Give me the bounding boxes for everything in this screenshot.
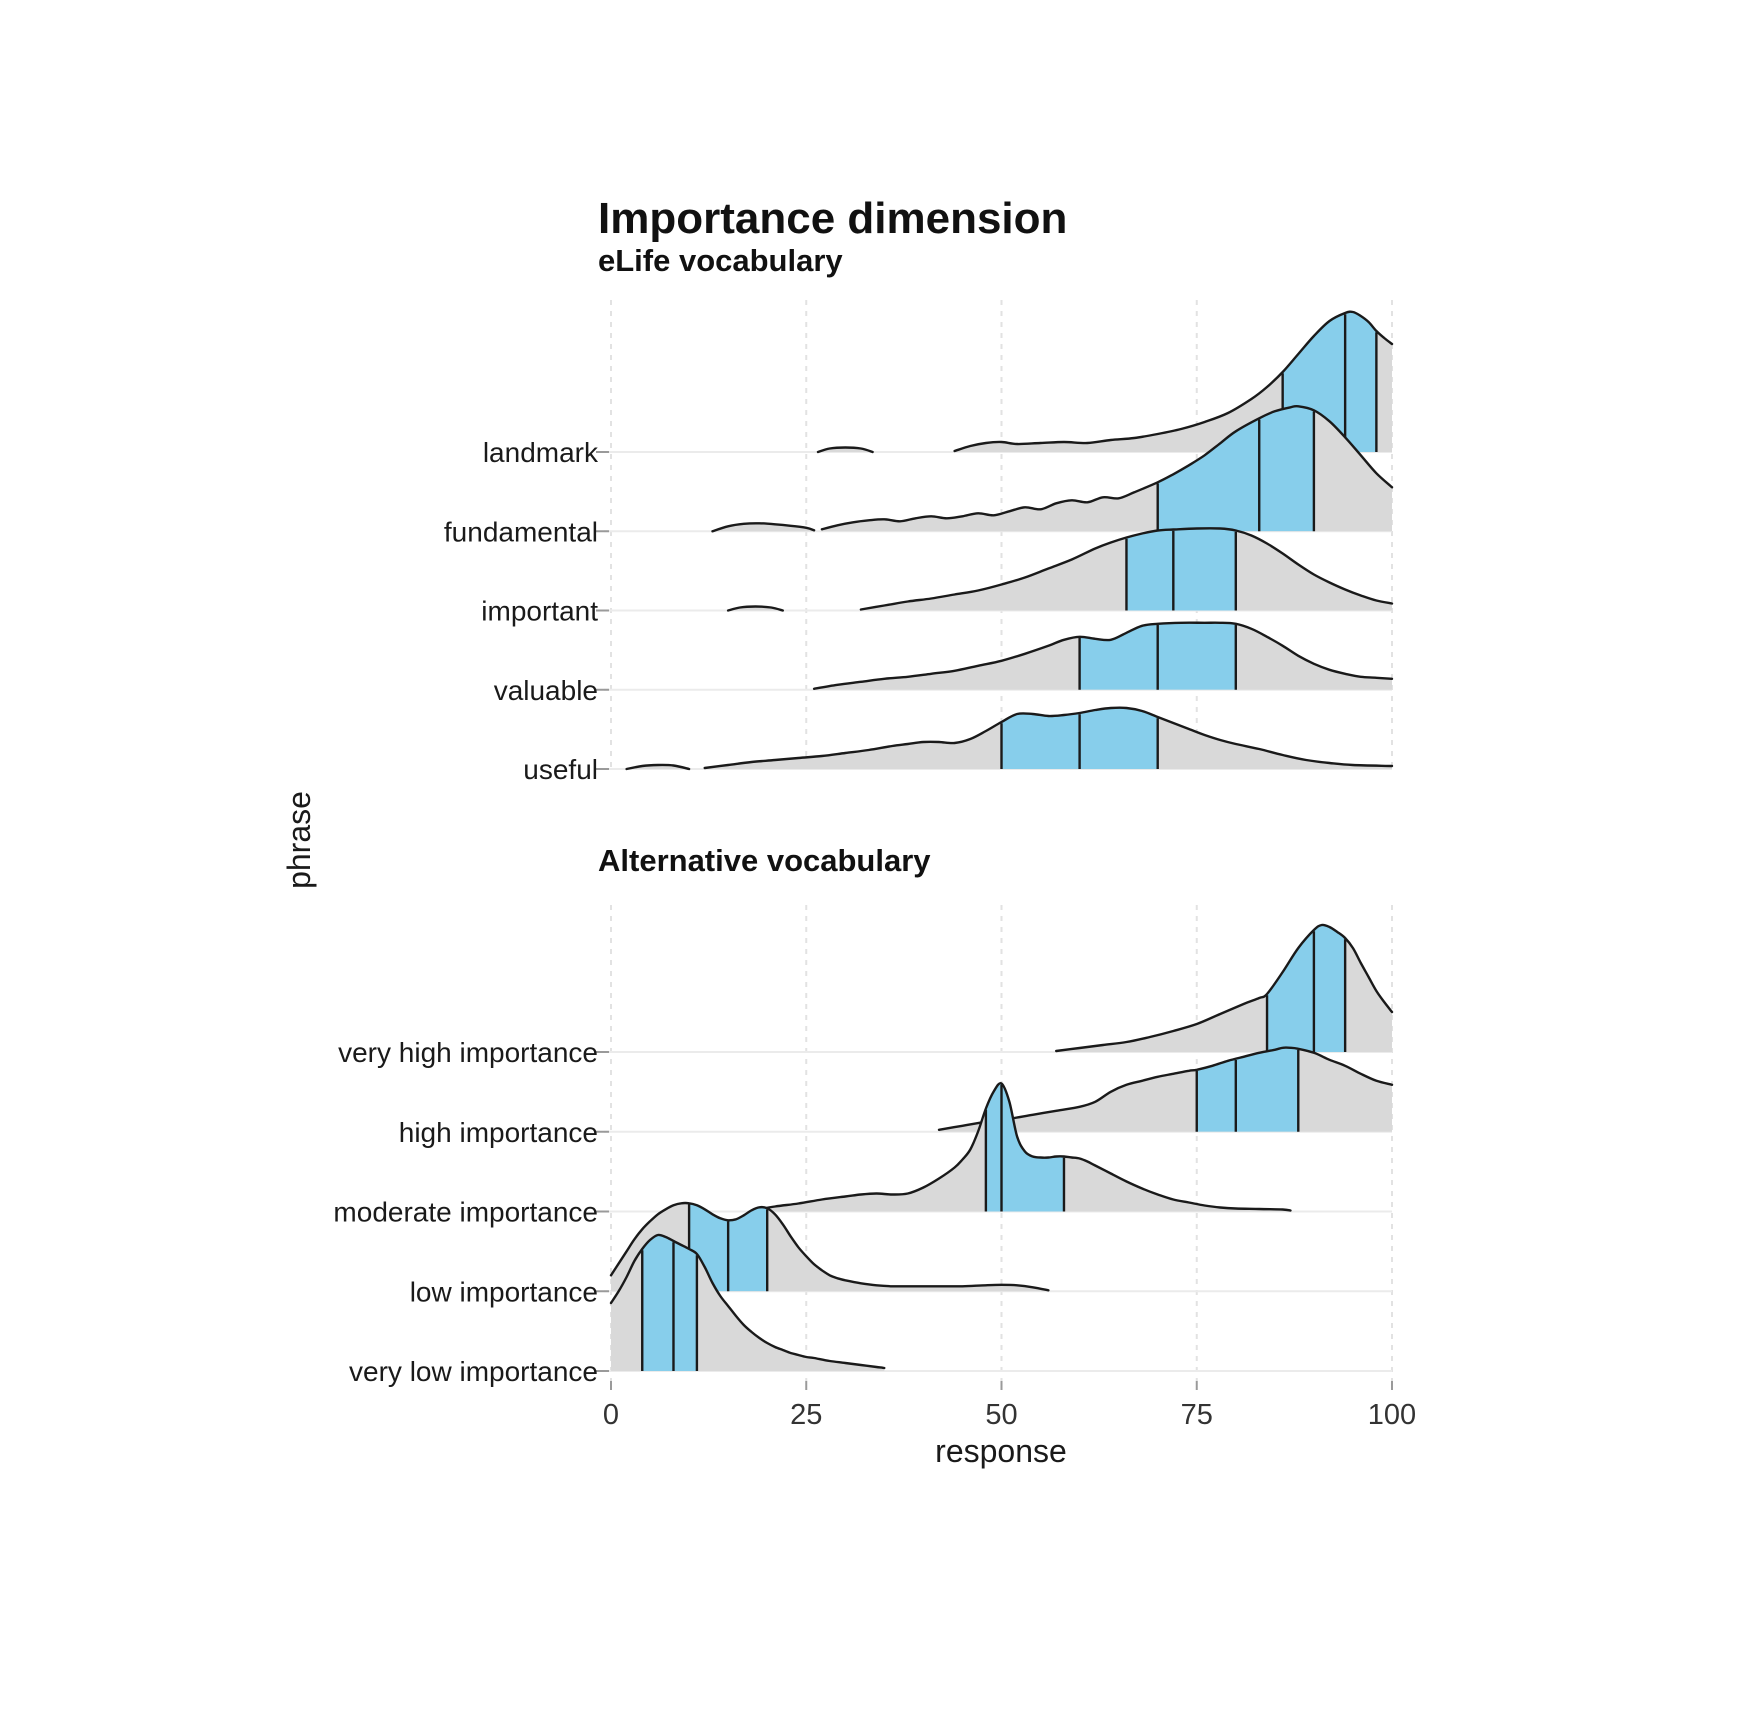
density-outline-high-importance bbox=[937, 1046, 1394, 1131]
row-label-important: important bbox=[481, 596, 598, 627]
panel-subtitle-alternative: Alternative vocabulary bbox=[598, 843, 931, 878]
density-outline-useful bbox=[625, 763, 691, 771]
row-label-very-low-importance: very low importance bbox=[349, 1356, 598, 1387]
row-label-high-importance: high importance bbox=[399, 1117, 598, 1148]
density-very-high-importance bbox=[1055, 923, 1394, 1053]
row-label-landmark: landmark bbox=[483, 437, 599, 468]
density-low-importance bbox=[609, 1201, 1050, 1292]
density-outline-low-importance bbox=[609, 1201, 1050, 1292]
density-outline-important bbox=[859, 527, 1394, 611]
iqr-band-moderate-importance bbox=[985, 1083, 1064, 1212]
x-tick-label-25: 25 bbox=[790, 1399, 822, 1431]
density-very-low-importance bbox=[609, 1233, 886, 1371]
density-important bbox=[726, 527, 1394, 612]
row-label-low-importance: low importance bbox=[410, 1276, 598, 1307]
x-tick-label-75: 75 bbox=[1181, 1399, 1213, 1431]
x-axis-title: response bbox=[935, 1433, 1067, 1469]
density-outline-important bbox=[726, 605, 784, 612]
density-outline-fundamental bbox=[711, 522, 816, 533]
density-fundamental bbox=[711, 404, 1394, 533]
density-outline-landmark bbox=[816, 446, 874, 454]
chart-title: Importance dimension bbox=[598, 194, 1067, 243]
densities bbox=[609, 310, 1394, 1371]
y-axis-title: phrase bbox=[281, 791, 317, 889]
row-label-moderate-importance: moderate importance bbox=[333, 1197, 598, 1228]
density-outline-very-high-importance bbox=[1055, 923, 1394, 1053]
density-outline-fundamental bbox=[820, 404, 1394, 531]
density-high-importance bbox=[937, 1046, 1394, 1132]
density-outline-moderate-importance bbox=[750, 1082, 1292, 1212]
density-outline-very-low-importance bbox=[609, 1233, 886, 1370]
density-outline-landmark bbox=[953, 310, 1394, 453]
panel-subtitle-elife: eLife vocabulary bbox=[598, 243, 843, 278]
x-tick-label-0: 0 bbox=[603, 1399, 619, 1431]
row-label-fundamental: fundamental bbox=[444, 516, 598, 547]
row-label-valuable: valuable bbox=[494, 675, 598, 706]
iqr-band-important bbox=[1126, 528, 1236, 611]
density-outline-valuable bbox=[812, 621, 1394, 690]
iqr-band-very-high-importance bbox=[1267, 924, 1346, 1052]
x-tick-label-50: 50 bbox=[985, 1399, 1017, 1431]
row-label-useful: useful bbox=[523, 754, 598, 785]
iqr-band-high-importance bbox=[1196, 1047, 1299, 1132]
row-labels: landmark fundamental important valuable usef… bbox=[333, 437, 599, 1387]
density-valuable bbox=[812, 621, 1394, 690]
iqr-band-very-low-importance bbox=[642, 1234, 697, 1371]
density-outline-useful bbox=[703, 706, 1394, 770]
x-axis: 0 25 50 75 100 bbox=[603, 1381, 1416, 1431]
density-moderate-importance bbox=[750, 1082, 1292, 1212]
row-label-very-high-importance: very high importance bbox=[338, 1037, 598, 1068]
x-tick-label-100: 100 bbox=[1368, 1399, 1416, 1431]
iqr-band-fundamental bbox=[1157, 406, 1314, 532]
density-useful bbox=[625, 706, 1394, 771]
